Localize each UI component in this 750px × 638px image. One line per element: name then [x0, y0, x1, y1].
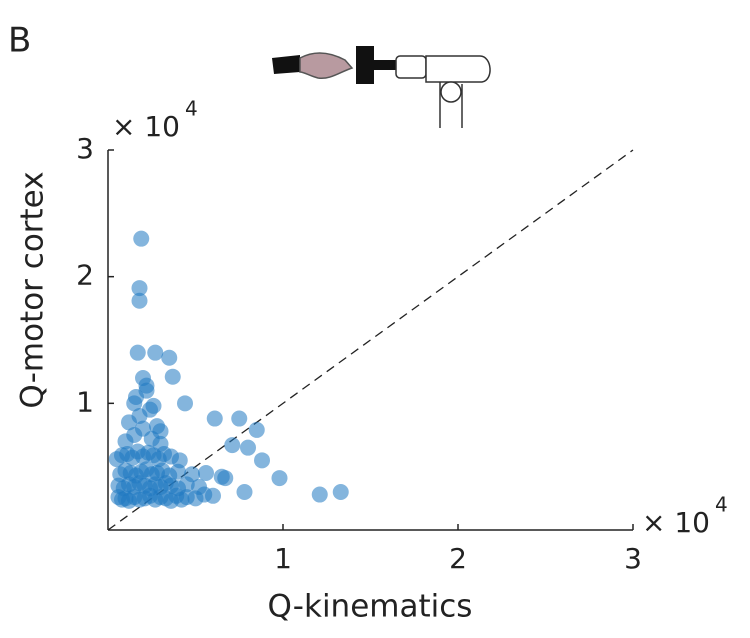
point: [312, 487, 328, 503]
point: [205, 488, 221, 504]
y-tick-label: 3: [76, 132, 94, 165]
point: [177, 395, 193, 411]
point: [231, 411, 247, 427]
x-tick-label: 1: [274, 542, 292, 575]
y-axis-title: Q-motor cortex: [15, 171, 51, 408]
point: [149, 418, 165, 434]
point: [249, 422, 265, 438]
point: [147, 345, 163, 361]
point: [333, 484, 349, 500]
y-tick-label: 1: [76, 385, 94, 418]
panel-label: B: [8, 21, 31, 61]
x-tick-label: 3: [624, 542, 642, 575]
point: [126, 395, 142, 411]
point: [198, 465, 214, 481]
point: [135, 370, 151, 386]
y-scale-label: × 10: [112, 110, 180, 143]
point: [146, 398, 162, 414]
point: [133, 231, 149, 247]
chart: B Q-kinematics Q-motor cortex × 10 4 × 1…: [0, 0, 750, 638]
point: [240, 440, 256, 456]
point: [130, 345, 146, 361]
point: [214, 469, 230, 485]
point: [172, 452, 188, 468]
task-icon: [272, 46, 490, 128]
point: [161, 350, 177, 366]
point: [272, 470, 288, 486]
point: [207, 411, 223, 427]
point: [132, 293, 148, 309]
point: [254, 452, 270, 468]
point: [237, 484, 253, 500]
point: [184, 466, 200, 482]
y-scale-exponent: 4: [185, 97, 198, 121]
x-axis-title: Q-kinematics: [268, 589, 473, 625]
point: [165, 369, 181, 385]
point: [224, 437, 240, 453]
x-tick-label: 2: [449, 542, 467, 575]
x-scale-label: × 10: [642, 506, 710, 539]
x-scale-exponent: 4: [715, 493, 728, 517]
y-tick-label: 2: [76, 259, 94, 292]
